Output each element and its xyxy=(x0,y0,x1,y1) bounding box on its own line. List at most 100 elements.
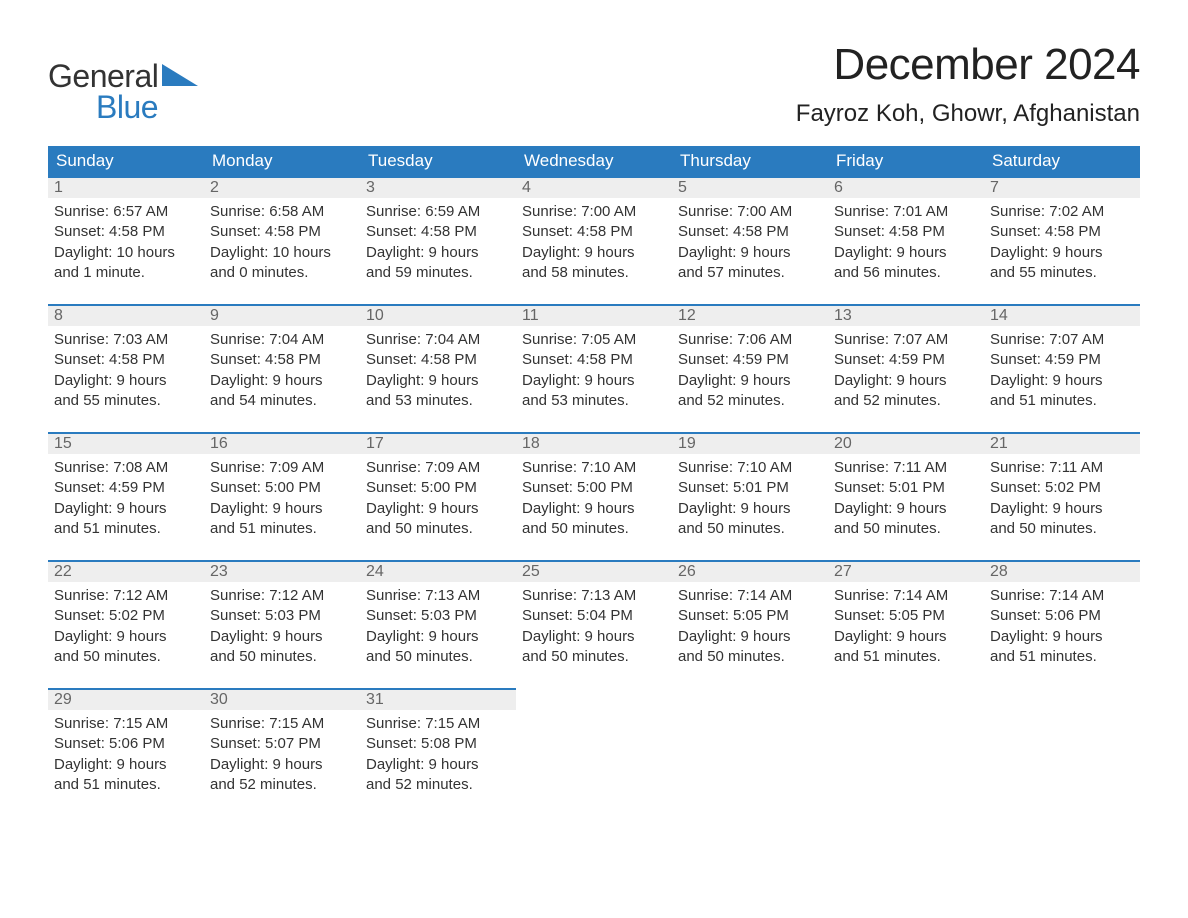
day-detail-line: Sunset: 5:03 PM xyxy=(366,606,510,626)
day-detail-line: Daylight: 9 hours xyxy=(522,627,666,647)
day-detail-line: and 52 minutes. xyxy=(210,775,354,795)
day-detail-line: Sunrise: 7:10 AM xyxy=(522,458,666,478)
day-detail-line: and 51 minutes. xyxy=(990,391,1134,411)
day-detail-line: Sunrise: 7:04 AM xyxy=(210,330,354,350)
weekday-header: Monday xyxy=(204,146,360,176)
day-detail-line: and 50 minutes. xyxy=(522,519,666,539)
day-detail-line: Daylight: 9 hours xyxy=(990,371,1134,391)
day-detail-line: Sunset: 5:02 PM xyxy=(990,478,1134,498)
day-detail-line: Sunset: 4:58 PM xyxy=(834,222,978,242)
day-detail-line: Daylight: 9 hours xyxy=(54,499,198,519)
day-number: 14 xyxy=(984,304,1140,326)
day-detail-line: and 50 minutes. xyxy=(678,519,822,539)
day-detail-line: Daylight: 9 hours xyxy=(210,755,354,775)
day-detail-line: Daylight: 9 hours xyxy=(834,627,978,647)
day-details: Sunrise: 7:14 AMSunset: 5:05 PMDaylight:… xyxy=(672,582,828,673)
calendar-day-cell: 2Sunrise: 6:58 AMSunset: 4:58 PMDaylight… xyxy=(204,176,360,304)
day-details: Sunrise: 7:07 AMSunset: 4:59 PMDaylight:… xyxy=(984,326,1140,417)
day-detail-line: Sunrise: 7:02 AM xyxy=(990,202,1134,222)
day-detail-line: Daylight: 9 hours xyxy=(522,243,666,263)
day-detail-line: Daylight: 9 hours xyxy=(210,627,354,647)
calendar-day-cell: 5Sunrise: 7:00 AMSunset: 4:58 PMDaylight… xyxy=(672,176,828,304)
day-details: Sunrise: 7:04 AMSunset: 4:58 PMDaylight:… xyxy=(360,326,516,417)
day-number: 7 xyxy=(984,176,1140,198)
day-detail-line: Daylight: 9 hours xyxy=(366,243,510,263)
day-detail-line: Sunrise: 7:08 AM xyxy=(54,458,198,478)
calendar-day-cell: 19Sunrise: 7:10 AMSunset: 5:01 PMDayligh… xyxy=(672,432,828,560)
calendar-day-cell: 23Sunrise: 7:12 AMSunset: 5:03 PMDayligh… xyxy=(204,560,360,688)
day-detail-line: Daylight: 9 hours xyxy=(54,627,198,647)
day-detail-line: Daylight: 9 hours xyxy=(678,371,822,391)
day-number: 27 xyxy=(828,560,984,582)
day-number: 20 xyxy=(828,432,984,454)
day-details: Sunrise: 7:15 AMSunset: 5:06 PMDaylight:… xyxy=(48,710,204,801)
day-details: Sunrise: 7:14 AMSunset: 5:06 PMDaylight:… xyxy=(984,582,1140,673)
day-number: 31 xyxy=(360,688,516,710)
day-detail-line: Sunset: 5:03 PM xyxy=(210,606,354,626)
calendar-week-row: 22Sunrise: 7:12 AMSunset: 5:02 PMDayligh… xyxy=(48,560,1140,688)
day-detail-line: Sunrise: 7:10 AM xyxy=(678,458,822,478)
day-detail-line: Daylight: 9 hours xyxy=(834,499,978,519)
day-detail-line: and 51 minutes. xyxy=(834,647,978,667)
day-detail-line: Sunset: 4:59 PM xyxy=(678,350,822,370)
day-detail-line: Sunset: 5:07 PM xyxy=(210,734,354,754)
day-detail-line: Sunrise: 7:00 AM xyxy=(678,202,822,222)
calendar-week-row: 15Sunrise: 7:08 AMSunset: 4:59 PMDayligh… xyxy=(48,432,1140,560)
day-number: 2 xyxy=(204,176,360,198)
day-detail-line: and 59 minutes. xyxy=(366,263,510,283)
day-detail-line: Sunset: 5:08 PM xyxy=(366,734,510,754)
calendar-day-cell: 26Sunrise: 7:14 AMSunset: 5:05 PMDayligh… xyxy=(672,560,828,688)
calendar-day-cell: 20Sunrise: 7:11 AMSunset: 5:01 PMDayligh… xyxy=(828,432,984,560)
day-detail-line: Sunset: 4:58 PM xyxy=(366,222,510,242)
day-detail-line: Sunrise: 7:12 AM xyxy=(54,586,198,606)
brand-logo: General Blue xyxy=(48,40,198,126)
day-detail-line: Sunrise: 7:15 AM xyxy=(366,714,510,734)
calendar-day-cell: 29Sunrise: 7:15 AMSunset: 5:06 PMDayligh… xyxy=(48,688,204,816)
header: General Blue December 2024 Fayroz Koh, G… xyxy=(48,40,1140,128)
calendar-day-cell: 28Sunrise: 7:14 AMSunset: 5:06 PMDayligh… xyxy=(984,560,1140,688)
day-detail-line: Sunrise: 7:09 AM xyxy=(210,458,354,478)
day-detail-line: Sunrise: 6:59 AM xyxy=(366,202,510,222)
weekday-header: Thursday xyxy=(672,146,828,176)
day-detail-line: Sunrise: 7:15 AM xyxy=(210,714,354,734)
day-detail-line: Daylight: 9 hours xyxy=(990,627,1134,647)
calendar-day-cell: 16Sunrise: 7:09 AMSunset: 5:00 PMDayligh… xyxy=(204,432,360,560)
day-details: Sunrise: 6:59 AMSunset: 4:58 PMDaylight:… xyxy=(360,198,516,289)
logo-triangle-icon xyxy=(162,64,198,91)
day-details: Sunrise: 7:10 AMSunset: 5:01 PMDaylight:… xyxy=(672,454,828,545)
day-detail-line: Sunrise: 7:14 AM xyxy=(834,586,978,606)
calendar-day-cell: 25Sunrise: 7:13 AMSunset: 5:04 PMDayligh… xyxy=(516,560,672,688)
calendar-day-cell: 31Sunrise: 7:15 AMSunset: 5:08 PMDayligh… xyxy=(360,688,516,816)
day-detail-line: and 50 minutes. xyxy=(834,519,978,539)
day-detail-line: and 50 minutes. xyxy=(990,519,1134,539)
day-detail-line: Sunrise: 7:12 AM xyxy=(210,586,354,606)
day-detail-line: and 50 minutes. xyxy=(366,519,510,539)
calendar-week-row: 29Sunrise: 7:15 AMSunset: 5:06 PMDayligh… xyxy=(48,688,1140,816)
day-detail-line: and 57 minutes. xyxy=(678,263,822,283)
day-details: Sunrise: 7:15 AMSunset: 5:08 PMDaylight:… xyxy=(360,710,516,801)
day-detail-line: Sunset: 4:58 PM xyxy=(54,222,198,242)
day-detail-line: Daylight: 9 hours xyxy=(54,755,198,775)
calendar-day-cell: 9Sunrise: 7:04 AMSunset: 4:58 PMDaylight… xyxy=(204,304,360,432)
day-detail-line: Sunrise: 7:04 AM xyxy=(366,330,510,350)
day-detail-line: Sunrise: 7:05 AM xyxy=(522,330,666,350)
day-detail-line: and 51 minutes. xyxy=(210,519,354,539)
day-detail-line: and 55 minutes. xyxy=(54,391,198,411)
day-detail-line: and 53 minutes. xyxy=(522,391,666,411)
calendar-day-cell: 12Sunrise: 7:06 AMSunset: 4:59 PMDayligh… xyxy=(672,304,828,432)
weekday-header: Friday xyxy=(828,146,984,176)
day-detail-line: Sunrise: 7:06 AM xyxy=(678,330,822,350)
day-detail-line: and 50 minutes. xyxy=(54,647,198,667)
weekday-header: Tuesday xyxy=(360,146,516,176)
day-detail-line: Sunrise: 6:57 AM xyxy=(54,202,198,222)
weekday-header-row: Sunday Monday Tuesday Wednesday Thursday… xyxy=(48,146,1140,176)
day-number: 19 xyxy=(672,432,828,454)
calendar-week-row: 1Sunrise: 6:57 AMSunset: 4:58 PMDaylight… xyxy=(48,176,1140,304)
calendar-day-cell: 17Sunrise: 7:09 AMSunset: 5:00 PMDayligh… xyxy=(360,432,516,560)
day-detail-line: Sunset: 5:02 PM xyxy=(54,606,198,626)
day-detail-line: Sunset: 4:58 PM xyxy=(522,350,666,370)
day-detail-line: Sunset: 5:04 PM xyxy=(522,606,666,626)
calendar-day-cell: 15Sunrise: 7:08 AMSunset: 4:59 PMDayligh… xyxy=(48,432,204,560)
day-details: Sunrise: 7:11 AMSunset: 5:01 PMDaylight:… xyxy=(828,454,984,545)
day-number: 10 xyxy=(360,304,516,326)
